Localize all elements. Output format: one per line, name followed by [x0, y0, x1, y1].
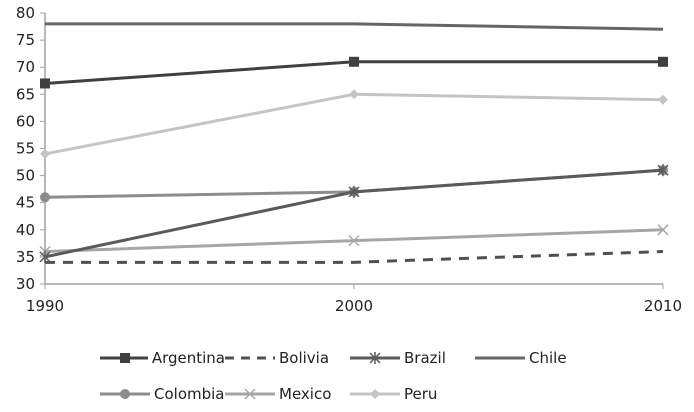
circle-marker-icon [100, 389, 150, 399]
y-tick-label: 65 [16, 85, 35, 103]
legend-label: Chile [529, 349, 567, 367]
legend-item-mexico: Mexico [225, 385, 350, 403]
series-bolivia [45, 249, 664, 264]
legend-label: Brazil [404, 349, 446, 367]
line-chart: 30 35 40 45 50 55 60 65 70 75 80 1990 2000 2010 [16, 4, 682, 315]
legend: Argentina Bolivia Brazil Chile Colombia … [100, 340, 660, 412]
legend-item-bolivia: Bolivia [225, 349, 350, 367]
legend-label: Peru [404, 385, 438, 403]
x-tick-label: 2000 [335, 297, 373, 315]
x-tick-label: 2010 [644, 297, 682, 315]
legend-item-peru: Peru [350, 385, 437, 403]
x-tick-label: 1990 [26, 297, 64, 315]
y-tick-label: 40 [16, 221, 35, 239]
axes: 30 35 40 45 50 55 60 65 70 75 80 1990 2000 2010 [16, 4, 682, 315]
square-marker-icon [658, 56, 668, 67]
series-brazil [39, 164, 669, 263]
series-argentina [40, 56, 668, 89]
legend-item-argentina: Argentina [100, 349, 225, 367]
diamond-marker-icon [40, 148, 50, 159]
x-marker-icon [348, 235, 360, 247]
series-chile [45, 22, 664, 31]
x-marker-icon [225, 388, 275, 400]
legend-row-1: Argentina Bolivia Brazil Chile [100, 340, 660, 376]
legend-label: Mexico [279, 385, 332, 403]
circle-marker-icon [40, 192, 50, 203]
diamond-marker-icon [349, 89, 359, 100]
star-marker-icon [39, 250, 51, 263]
series-lines [39, 22, 669, 264]
square-marker-icon [40, 78, 50, 89]
series-peru [40, 89, 668, 159]
y-tick-label: 70 [16, 58, 35, 76]
dashed-line-icon [225, 356, 275, 360]
legend-row-2: Colombia Mexico Peru [100, 376, 660, 412]
y-tick-label: 35 [16, 248, 35, 266]
line-icon [475, 356, 525, 360]
diamond-marker-icon [350, 389, 400, 399]
y-tick-label: 75 [16, 31, 35, 49]
legend-label: Argentina [151, 349, 225, 367]
y-tick-label: 45 [16, 194, 35, 212]
diamond-marker-icon [658, 94, 668, 105]
y-tick-label: 50 [16, 167, 35, 185]
star-marker-icon [350, 352, 400, 364]
y-tick-label: 55 [16, 140, 35, 158]
x-marker-icon [657, 224, 669, 236]
legend-item-chile: Chile [475, 349, 567, 367]
square-marker-icon [100, 353, 148, 363]
legend-label: Bolivia [279, 349, 330, 367]
series-mexico [39, 224, 669, 258]
y-tick-label: 60 [16, 112, 35, 130]
legend-label: Colombia [154, 385, 225, 403]
legend-item-brazil: Brazil [350, 349, 475, 367]
legend-item-colombia: Colombia [100, 385, 225, 403]
star-marker-icon [348, 185, 360, 198]
y-tick-label: 80 [16, 4, 35, 22]
y-tick-label: 30 [16, 275, 35, 293]
star-marker-icon [657, 164, 669, 177]
square-marker-icon [349, 56, 359, 67]
